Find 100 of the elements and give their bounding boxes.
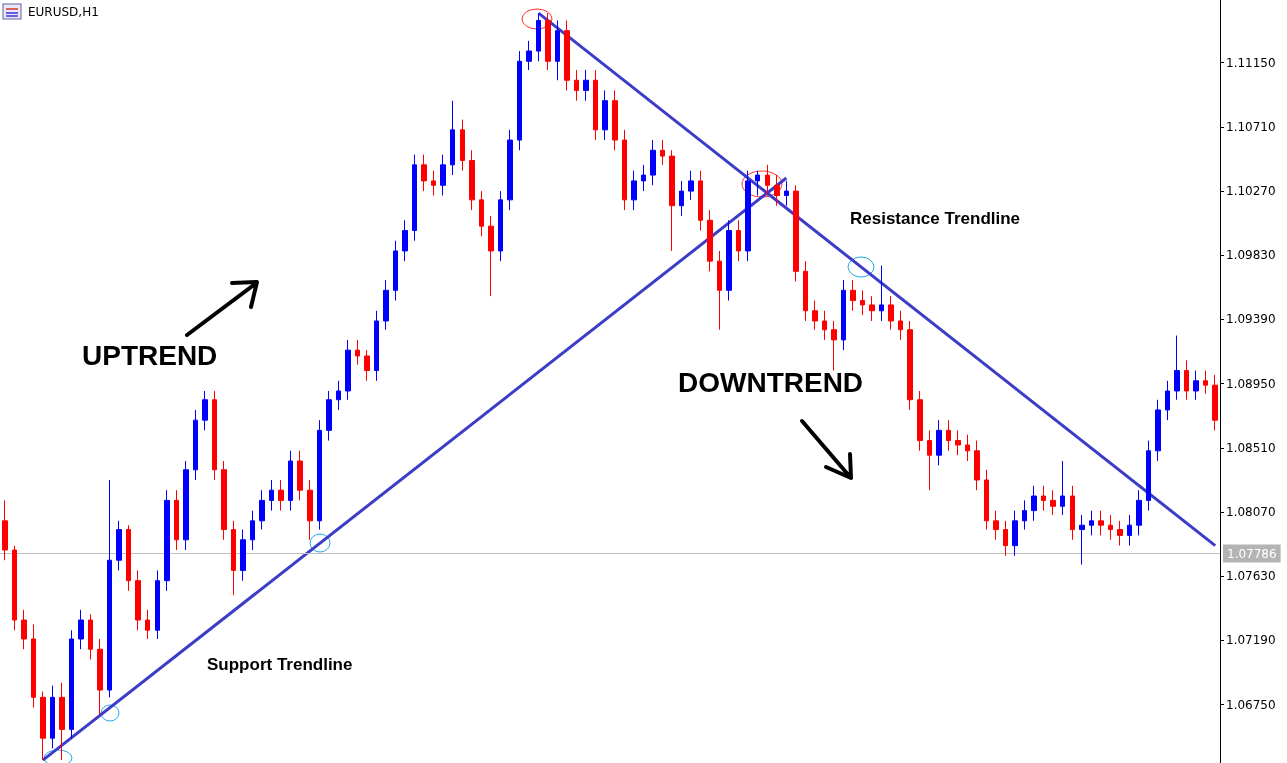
candlestick bbox=[326, 390, 332, 442]
candlestick bbox=[869, 295, 875, 322]
candlestick bbox=[1127, 514, 1132, 547]
candlestick bbox=[965, 434, 970, 462]
candlestick bbox=[860, 289, 865, 316]
candlestick bbox=[431, 170, 436, 196]
ref-line-label: 1.07786 bbox=[1227, 546, 1277, 561]
y-tick-label: 1.10270 bbox=[1226, 184, 1276, 199]
candlestick bbox=[460, 119, 465, 172]
candlestick bbox=[698, 170, 703, 231]
candlestick bbox=[526, 40, 532, 71]
candlestick bbox=[383, 279, 389, 331]
candlestick bbox=[1003, 520, 1008, 557]
candlestick bbox=[1098, 510, 1104, 536]
y-tick-label: 1.08950 bbox=[1226, 376, 1276, 391]
candlestick bbox=[736, 219, 741, 262]
candlestick bbox=[479, 190, 484, 237]
candlestick bbox=[212, 390, 217, 481]
candlestick bbox=[498, 190, 503, 262]
candlestick bbox=[602, 89, 608, 141]
candlestick bbox=[278, 479, 284, 512]
candlestick bbox=[155, 569, 160, 640]
candlestick bbox=[936, 419, 942, 466]
candlestick bbox=[622, 129, 627, 211]
candlestick bbox=[240, 529, 246, 582]
candlestick bbox=[1041, 485, 1046, 512]
candlestick bbox=[555, 19, 560, 81]
candlestick bbox=[679, 180, 684, 217]
candlestick bbox=[1070, 485, 1075, 541]
candlestick bbox=[536, 12, 541, 62]
candlestick bbox=[850, 279, 856, 312]
y-tick-label: 1.08510 bbox=[1226, 440, 1276, 455]
annotation: DOWNTREND bbox=[678, 367, 864, 399]
candlestick bbox=[1174, 335, 1180, 401]
candlestick bbox=[898, 310, 903, 341]
y-tick-label: 1.09390 bbox=[1226, 312, 1276, 327]
candlestick bbox=[393, 240, 398, 302]
candlestick bbox=[297, 450, 303, 501]
candlestick bbox=[469, 149, 475, 211]
candlestick bbox=[822, 310, 827, 341]
candlestick bbox=[660, 139, 665, 166]
candlestick bbox=[1212, 374, 1218, 431]
candlestick bbox=[1146, 440, 1151, 512]
candlestick bbox=[374, 310, 379, 382]
candlestick bbox=[793, 184, 799, 283]
candlestick bbox=[345, 339, 351, 401]
candlestick bbox=[202, 390, 208, 431]
candlestick bbox=[755, 170, 760, 196]
candlestick bbox=[421, 154, 427, 192]
candlestick bbox=[1050, 489, 1056, 516]
candlestick bbox=[1012, 510, 1018, 557]
candlestick bbox=[841, 279, 846, 351]
candlestick bbox=[1203, 370, 1208, 395]
candlestick bbox=[69, 629, 74, 739]
candlestick bbox=[927, 429, 932, 491]
y-tick-label: 1.09830 bbox=[1226, 248, 1276, 263]
candlestick bbox=[993, 510, 999, 541]
annotation: Resistance Trendline bbox=[850, 209, 1021, 229]
candlestick bbox=[1060, 460, 1065, 516]
candlestick bbox=[583, 69, 589, 102]
candlestick bbox=[726, 219, 732, 302]
candlestick bbox=[21, 609, 27, 650]
candlestick bbox=[707, 209, 713, 272]
candlestick bbox=[488, 215, 494, 297]
candlestick bbox=[717, 250, 722, 331]
candlestick bbox=[984, 469, 989, 531]
candlestick bbox=[259, 489, 265, 531]
candlestick bbox=[116, 520, 122, 571]
candlestick bbox=[250, 510, 255, 551]
candlestick bbox=[1031, 485, 1037, 522]
candlestick bbox=[507, 129, 513, 211]
candlestick bbox=[269, 479, 274, 512]
y-tick-label: 1.08070 bbox=[1226, 505, 1276, 520]
candlestick bbox=[745, 170, 751, 262]
candlestick bbox=[107, 479, 112, 698]
candlestick bbox=[1108, 514, 1113, 541]
candlestick bbox=[31, 623, 36, 709]
candlestick bbox=[336, 380, 341, 411]
candlestick bbox=[517, 50, 522, 151]
candlestick bbox=[1165, 380, 1170, 421]
candlestick bbox=[879, 265, 884, 322]
candlestick bbox=[1079, 514, 1085, 566]
candlestick bbox=[545, 12, 551, 71]
candlestick bbox=[1155, 399, 1161, 462]
candlestick bbox=[355, 339, 360, 366]
candlestick bbox=[440, 154, 446, 196]
candlestick bbox=[564, 19, 570, 91]
candlestick bbox=[402, 219, 408, 262]
candlestick bbox=[574, 69, 579, 102]
candlestick bbox=[364, 349, 370, 382]
candlestick bbox=[88, 613, 93, 660]
candlestick bbox=[317, 419, 322, 531]
candlestick bbox=[183, 460, 189, 551]
candlestick bbox=[974, 440, 980, 491]
candlestick bbox=[1193, 370, 1199, 401]
y-tick-label: 1.11150 bbox=[1226, 55, 1276, 70]
candlestick bbox=[946, 419, 951, 452]
candlestick bbox=[450, 100, 455, 176]
candlestick bbox=[765, 164, 770, 196]
candlestick bbox=[174, 489, 179, 551]
